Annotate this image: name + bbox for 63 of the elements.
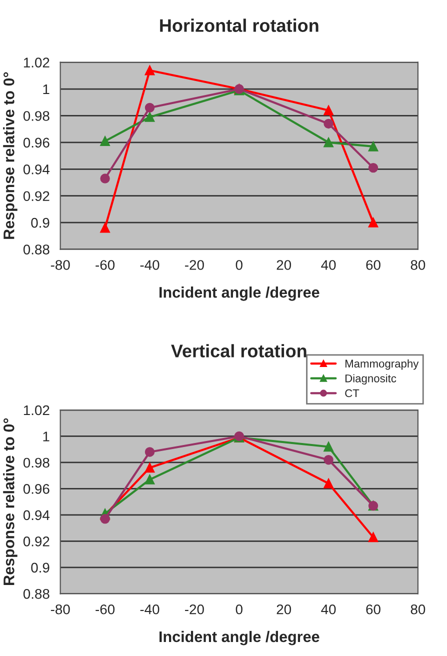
x-tick-label: -40 (140, 260, 160, 270)
x-tick-label: 20 (276, 260, 292, 270)
y-tick-label: 0.92 (23, 536, 50, 546)
x-tick-label: 20 (276, 604, 292, 614)
point (144, 447, 155, 457)
x-tick-label: -60 (96, 260, 115, 270)
y-tick-label: 0.94 (23, 510, 50, 520)
point (100, 174, 110, 184)
point (144, 102, 155, 113)
y-tick-label: 1 (43, 432, 50, 442)
point (324, 478, 334, 488)
x-tick-label: 0 (236, 604, 242, 614)
y-axis-title: Response relative to 0° (3, 72, 18, 239)
point (368, 218, 378, 228)
y-tick-label: 1.02 (24, 405, 50, 416)
point (144, 462, 155, 473)
y-tick-label: 0.96 (23, 138, 50, 148)
point (100, 136, 110, 146)
y-tick-label: 0.88 (23, 244, 50, 254)
chart-title: Horizontal rotation (160, 18, 318, 32)
y-axis-title: Response relative to 0° (3, 418, 18, 585)
point (324, 106, 334, 116)
x-tick-label: 40 (321, 604, 336, 614)
y-tick-label: 0.96 (23, 484, 50, 494)
legend-label: CT (345, 389, 360, 398)
x-tick-label: -20 (185, 604, 204, 614)
legend-label: Mammography (345, 359, 419, 370)
y-tick-label: 1 (43, 84, 50, 94)
y-tick-label: 0.9 (31, 562, 50, 573)
point (144, 474, 155, 484)
x-tick-label: 60 (366, 604, 380, 614)
x-tick-label: -40 (140, 604, 160, 614)
y-tick-label: 0.88 (23, 589, 50, 599)
point (144, 65, 155, 76)
point (368, 162, 378, 173)
x-tick-label: 80 (410, 604, 426, 614)
y-tick-label: 0.98 (23, 458, 50, 468)
y-tick-label: 0.9 (31, 218, 50, 228)
x-tick-label: -80 (50, 604, 70, 614)
point (324, 442, 334, 452)
x-tick-label: 80 (410, 260, 426, 270)
point (100, 514, 110, 524)
y-tick-label: 0.92 (23, 191, 50, 202)
point (324, 454, 334, 465)
point (324, 118, 334, 129)
x-tick-label: 0 (236, 260, 242, 270)
point (100, 223, 110, 233)
chart-title: Vertical rotation (171, 344, 306, 358)
y-tick-label: 1.02 (24, 58, 50, 68)
point (324, 138, 334, 148)
y-tick-label: 0.98 (23, 111, 50, 121)
x-axis-title: Incident angle /degree (160, 630, 320, 646)
x-tick-label: 60 (366, 260, 380, 270)
point (368, 142, 378, 152)
x-tick-label: -80 (50, 260, 70, 270)
x-tick-label: -60 (96, 604, 115, 614)
x-tick-label: -20 (185, 260, 204, 270)
x-axis-title: Incident angle /degree (160, 286, 320, 301)
point (368, 532, 378, 542)
y-tick-label: 0.94 (23, 164, 50, 174)
x-tick-label: 40 (321, 260, 336, 270)
legend-label: Diagnositc (345, 374, 396, 385)
point (144, 112, 155, 122)
